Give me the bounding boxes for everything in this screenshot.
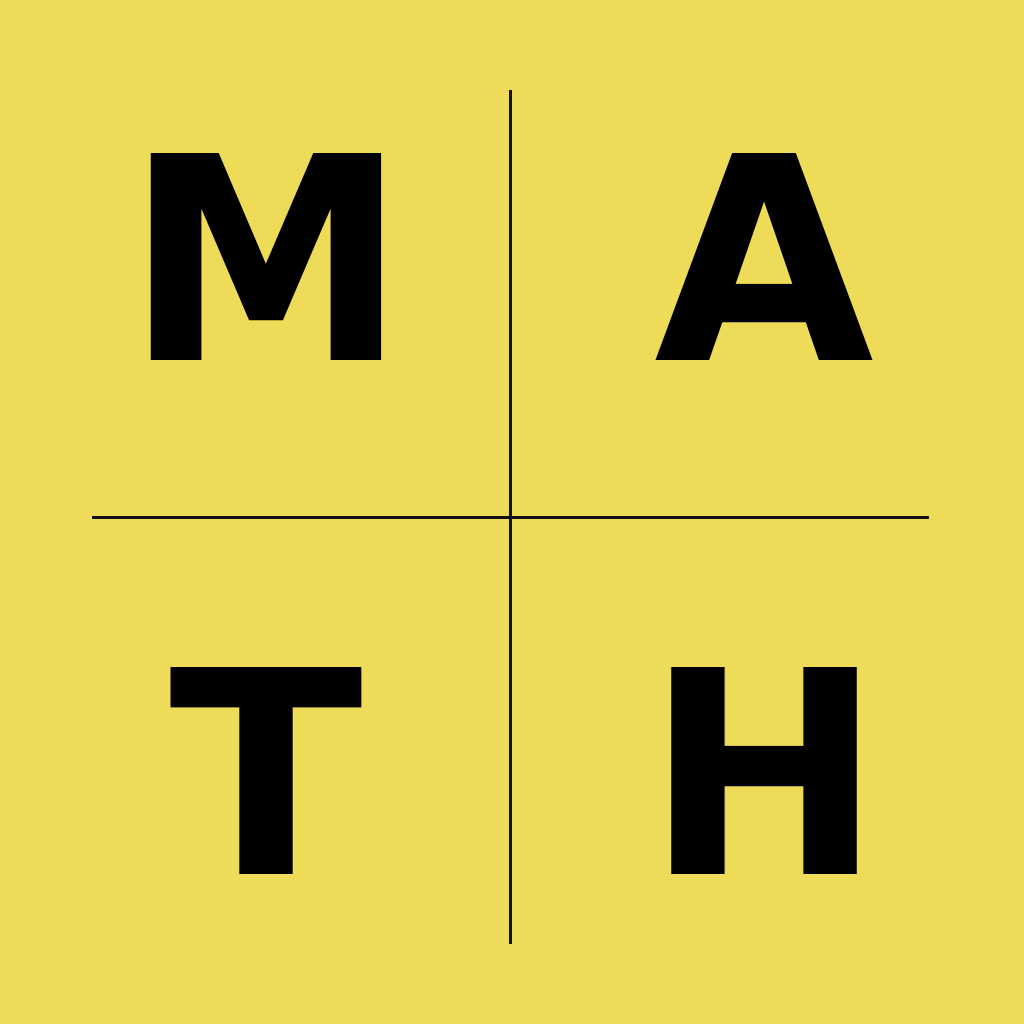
letter-bottom-left: T bbox=[169, 610, 363, 941]
letter-bottom-right: H bbox=[645, 610, 883, 941]
letter-top-left: M bbox=[124, 96, 408, 427]
letter-top-right: A bbox=[654, 96, 874, 427]
horizontal-divider bbox=[92, 516, 929, 519]
